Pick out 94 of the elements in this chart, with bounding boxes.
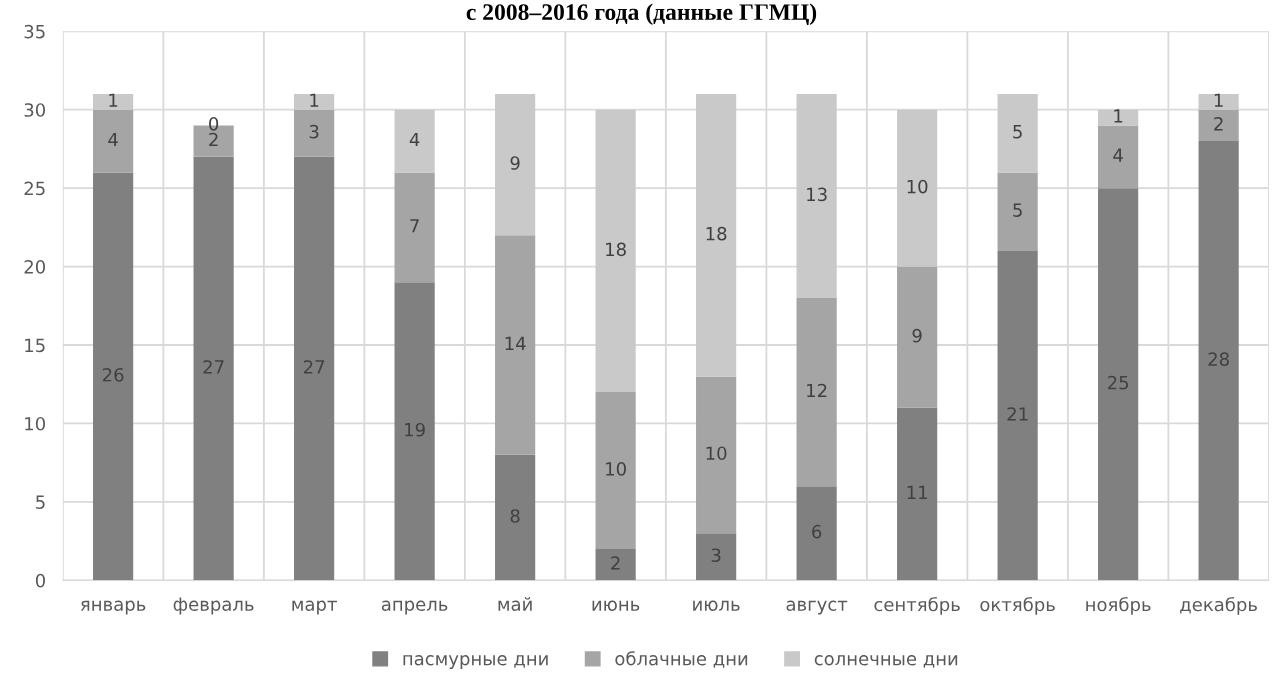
data-label: 2 bbox=[611, 556, 620, 570]
data-label: 28 bbox=[1208, 352, 1229, 366]
y-tick-label: 35 bbox=[24, 24, 45, 39]
bar bbox=[595, 109, 636, 393]
bar bbox=[1198, 109, 1239, 142]
data-label: 4 bbox=[108, 132, 118, 147]
x-tick-label: ноябрь bbox=[1086, 596, 1151, 615]
data-label: 19 bbox=[405, 422, 425, 437]
bar bbox=[897, 266, 938, 408]
data-label: 8 bbox=[510, 509, 520, 523]
data-label: 21 bbox=[1007, 407, 1028, 421]
data-label: 7 bbox=[410, 219, 419, 233]
data-label: 6 bbox=[812, 524, 822, 539]
legend-label: солнечные дни bbox=[814, 655, 958, 668]
bar bbox=[294, 109, 335, 157]
bar bbox=[1098, 125, 1139, 189]
data-label: 11 bbox=[907, 485, 927, 500]
data-label: 3 bbox=[309, 124, 319, 139]
bar bbox=[93, 172, 134, 581]
x-tick-label: март bbox=[292, 600, 337, 615]
bar bbox=[394, 109, 435, 173]
data-label: 5 bbox=[1013, 203, 1022, 217]
data-label: 1 bbox=[1214, 93, 1223, 107]
bar bbox=[796, 94, 837, 298]
data-label: 0 bbox=[209, 116, 219, 131]
y-tick-label: 5 bbox=[36, 495, 45, 510]
bar bbox=[897, 407, 938, 581]
y-tick-label: 25 bbox=[24, 181, 45, 196]
data-label: 18 bbox=[606, 242, 626, 257]
bar bbox=[1198, 141, 1239, 581]
y-tick-label: 10 bbox=[25, 416, 45, 431]
bar bbox=[93, 94, 134, 110]
x-tick-label: февраль bbox=[173, 597, 254, 615]
data-label: 10 bbox=[706, 446, 727, 461]
y-tick-label: 20 bbox=[24, 260, 45, 274]
data-label: 18 bbox=[706, 226, 727, 241]
data-label: 27 bbox=[203, 360, 224, 374]
data-label: 5 bbox=[1013, 125, 1022, 139]
x-tick-label: сентябрь bbox=[874, 596, 960, 615]
bar bbox=[1098, 109, 1139, 126]
x-tick-label: декабрь bbox=[1180, 596, 1257, 615]
x-tick-label: апрель bbox=[381, 600, 448, 615]
y-tick-label: 0 bbox=[35, 573, 45, 588]
data-label: 2 bbox=[209, 132, 218, 147]
bar bbox=[495, 235, 536, 455]
bar bbox=[294, 94, 335, 110]
legend-label: облачные дни bbox=[615, 651, 748, 668]
data-label: 2 bbox=[1214, 116, 1223, 131]
data-label: 1 bbox=[109, 93, 118, 107]
data-label: 4 bbox=[1113, 148, 1123, 162]
bar bbox=[897, 109, 938, 267]
data-label: 3 bbox=[711, 548, 721, 563]
y-tick-label: 15 bbox=[25, 338, 45, 353]
x-tick-label: июль bbox=[693, 600, 740, 611]
bar bbox=[595, 548, 636, 581]
bar bbox=[696, 533, 737, 581]
bar bbox=[394, 172, 435, 283]
data-label: 13 bbox=[807, 187, 827, 202]
data-label: 10 bbox=[907, 179, 928, 194]
bar bbox=[696, 94, 737, 377]
legend-label: пасмурные дни bbox=[403, 655, 548, 669]
bar bbox=[696, 376, 737, 534]
bar bbox=[294, 156, 335, 581]
bar bbox=[1198, 94, 1239, 110]
data-label: 12 bbox=[807, 383, 827, 398]
bar bbox=[394, 282, 435, 581]
data-label: 14 bbox=[505, 336, 526, 350]
bar bbox=[93, 109, 134, 173]
bar bbox=[796, 486, 837, 581]
data-label: 10 bbox=[606, 462, 626, 476]
x-tick-label: май bbox=[498, 597, 532, 611]
bar bbox=[1098, 188, 1139, 581]
bar bbox=[193, 156, 234, 581]
chart-title: с 2008–2016 года (данные ГГМЦ) bbox=[466, 3, 817, 25]
data-label: 9 bbox=[510, 156, 520, 170]
data-label: 26 bbox=[102, 367, 124, 382]
x-tick-label: январь bbox=[80, 600, 146, 615]
bar bbox=[997, 172, 1038, 251]
y-tick-label: 30 bbox=[24, 103, 45, 117]
bar bbox=[495, 94, 536, 236]
x-tick-label: июнь bbox=[592, 600, 640, 611]
data-label: 25 bbox=[1107, 375, 1129, 390]
bar bbox=[595, 392, 636, 549]
data-label: 1 bbox=[310, 93, 319, 107]
x-tick-label: октябрь bbox=[980, 596, 1055, 615]
x-tick-label: август bbox=[786, 600, 848, 615]
bar bbox=[997, 250, 1038, 581]
bar bbox=[796, 297, 837, 487]
data-label: 27 bbox=[303, 360, 325, 374]
bar bbox=[495, 454, 536, 581]
bar bbox=[997, 94, 1038, 173]
data-label: 9 bbox=[912, 328, 922, 343]
data-label: 1 bbox=[1114, 109, 1123, 123]
data-label: 4 bbox=[409, 132, 420, 147]
